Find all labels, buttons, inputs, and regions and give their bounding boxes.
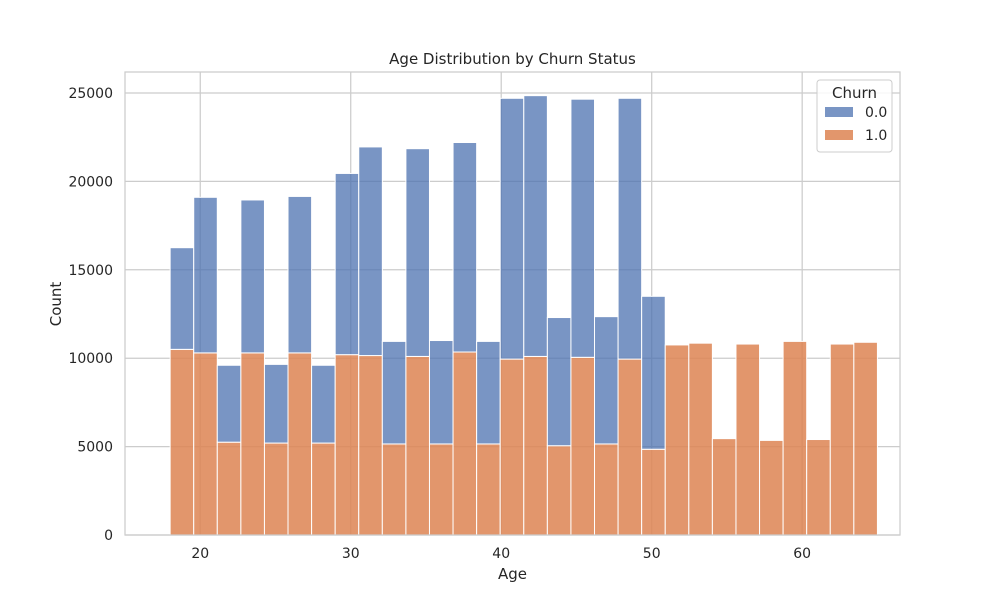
bar-churn-1 xyxy=(735,343,761,536)
x-tick-label: 50 xyxy=(643,546,661,562)
y-tick-label: 20000 xyxy=(68,174,113,190)
bar-churn-1 xyxy=(334,354,360,536)
bar-churn-0 xyxy=(594,316,619,445)
bar-churn-1 xyxy=(617,358,643,536)
legend: Churn 0.0 1.0 xyxy=(816,79,893,153)
bar-churn-0 xyxy=(240,199,265,354)
y-tick-label: 5000 xyxy=(77,440,113,456)
legend-label-churn-1: 1.0 xyxy=(865,128,887,144)
bar-churn-0 xyxy=(381,340,407,445)
bar-churn-0 xyxy=(546,317,572,447)
bar-churn-1 xyxy=(829,343,855,536)
bar-churn-0 xyxy=(641,295,666,450)
x-axis-label: Age xyxy=(498,565,527,583)
chart-title: Age Distribution by Churn Status xyxy=(389,50,636,68)
bar-churn-0 xyxy=(311,364,336,444)
bar-churn-1 xyxy=(216,441,242,536)
bar-churn-0 xyxy=(263,363,289,444)
x-tick-label: 40 xyxy=(492,546,510,562)
bar-churn-1 xyxy=(688,342,713,536)
legend-swatch-churn-0 xyxy=(825,107,853,117)
x-tick-label: 30 xyxy=(342,546,360,562)
bar-churn-0 xyxy=(193,196,218,354)
bar-churn-1 xyxy=(452,351,478,536)
bar-churn-1 xyxy=(523,355,548,536)
bar-churn-1 xyxy=(641,448,666,536)
x-axis-ticks: 20 30 40 50 60 xyxy=(191,546,811,562)
legend-label-churn-0: 0.0 xyxy=(865,105,887,121)
bar-churn-1 xyxy=(570,356,596,536)
bar-churn-0 xyxy=(476,340,501,445)
bar-churn-0 xyxy=(334,172,360,356)
x-tick-label: 60 xyxy=(793,546,811,562)
bar-churn-1 xyxy=(476,443,501,536)
bar-churn-0 xyxy=(570,98,596,358)
bar-churn-1 xyxy=(193,352,218,536)
bar-churn-1 xyxy=(594,443,619,536)
bar-churn-0 xyxy=(405,148,430,357)
y-tick-label: 25000 xyxy=(68,86,113,102)
bar-churn-1 xyxy=(711,438,737,536)
x-tick-label: 20 xyxy=(191,546,209,562)
bar-churn-1 xyxy=(287,352,313,536)
bar-churn-1 xyxy=(546,445,572,536)
bar-churn-0 xyxy=(287,195,313,354)
bar-churn-1 xyxy=(782,340,808,536)
bar-churn-0 xyxy=(499,97,525,360)
legend-title: Churn xyxy=(832,84,877,102)
bar-churn-1 xyxy=(263,442,289,536)
bar-churn-1 xyxy=(381,443,407,536)
plot-frame xyxy=(124,71,901,536)
legend-swatch-churn-1 xyxy=(825,130,853,140)
bar-churn-1 xyxy=(405,355,430,536)
bar-churn-0 xyxy=(216,364,242,443)
bar-churn-0 xyxy=(452,142,478,353)
bar-churn-1 xyxy=(499,358,525,536)
y-axis-label: Count xyxy=(47,282,65,327)
bar-churn-1 xyxy=(428,443,454,536)
y-axis-ticks: 0 5000 10000 15000 20000 25000 xyxy=(68,86,113,544)
bar-churn-1 xyxy=(759,439,784,536)
bar-churn-1 xyxy=(240,352,265,536)
bar-churn-1 xyxy=(311,442,336,536)
bar-churn-0 xyxy=(617,97,643,360)
bar-churn-1 xyxy=(358,355,383,536)
bar-churn-0 xyxy=(428,340,454,445)
bar-churn-1 xyxy=(853,341,878,536)
bar-churn-0 xyxy=(523,95,548,357)
y-tick-label: 15000 xyxy=(68,263,113,279)
bar-churn-1 xyxy=(169,348,195,536)
y-tick-label: 10000 xyxy=(68,351,113,367)
bar-churn-1 xyxy=(806,439,831,536)
histogram-bars xyxy=(169,95,878,536)
bar-churn-0 xyxy=(169,247,195,350)
bar-churn-1 xyxy=(664,344,690,536)
y-tick-label: 0 xyxy=(104,528,113,544)
bar-churn-0 xyxy=(358,146,383,357)
